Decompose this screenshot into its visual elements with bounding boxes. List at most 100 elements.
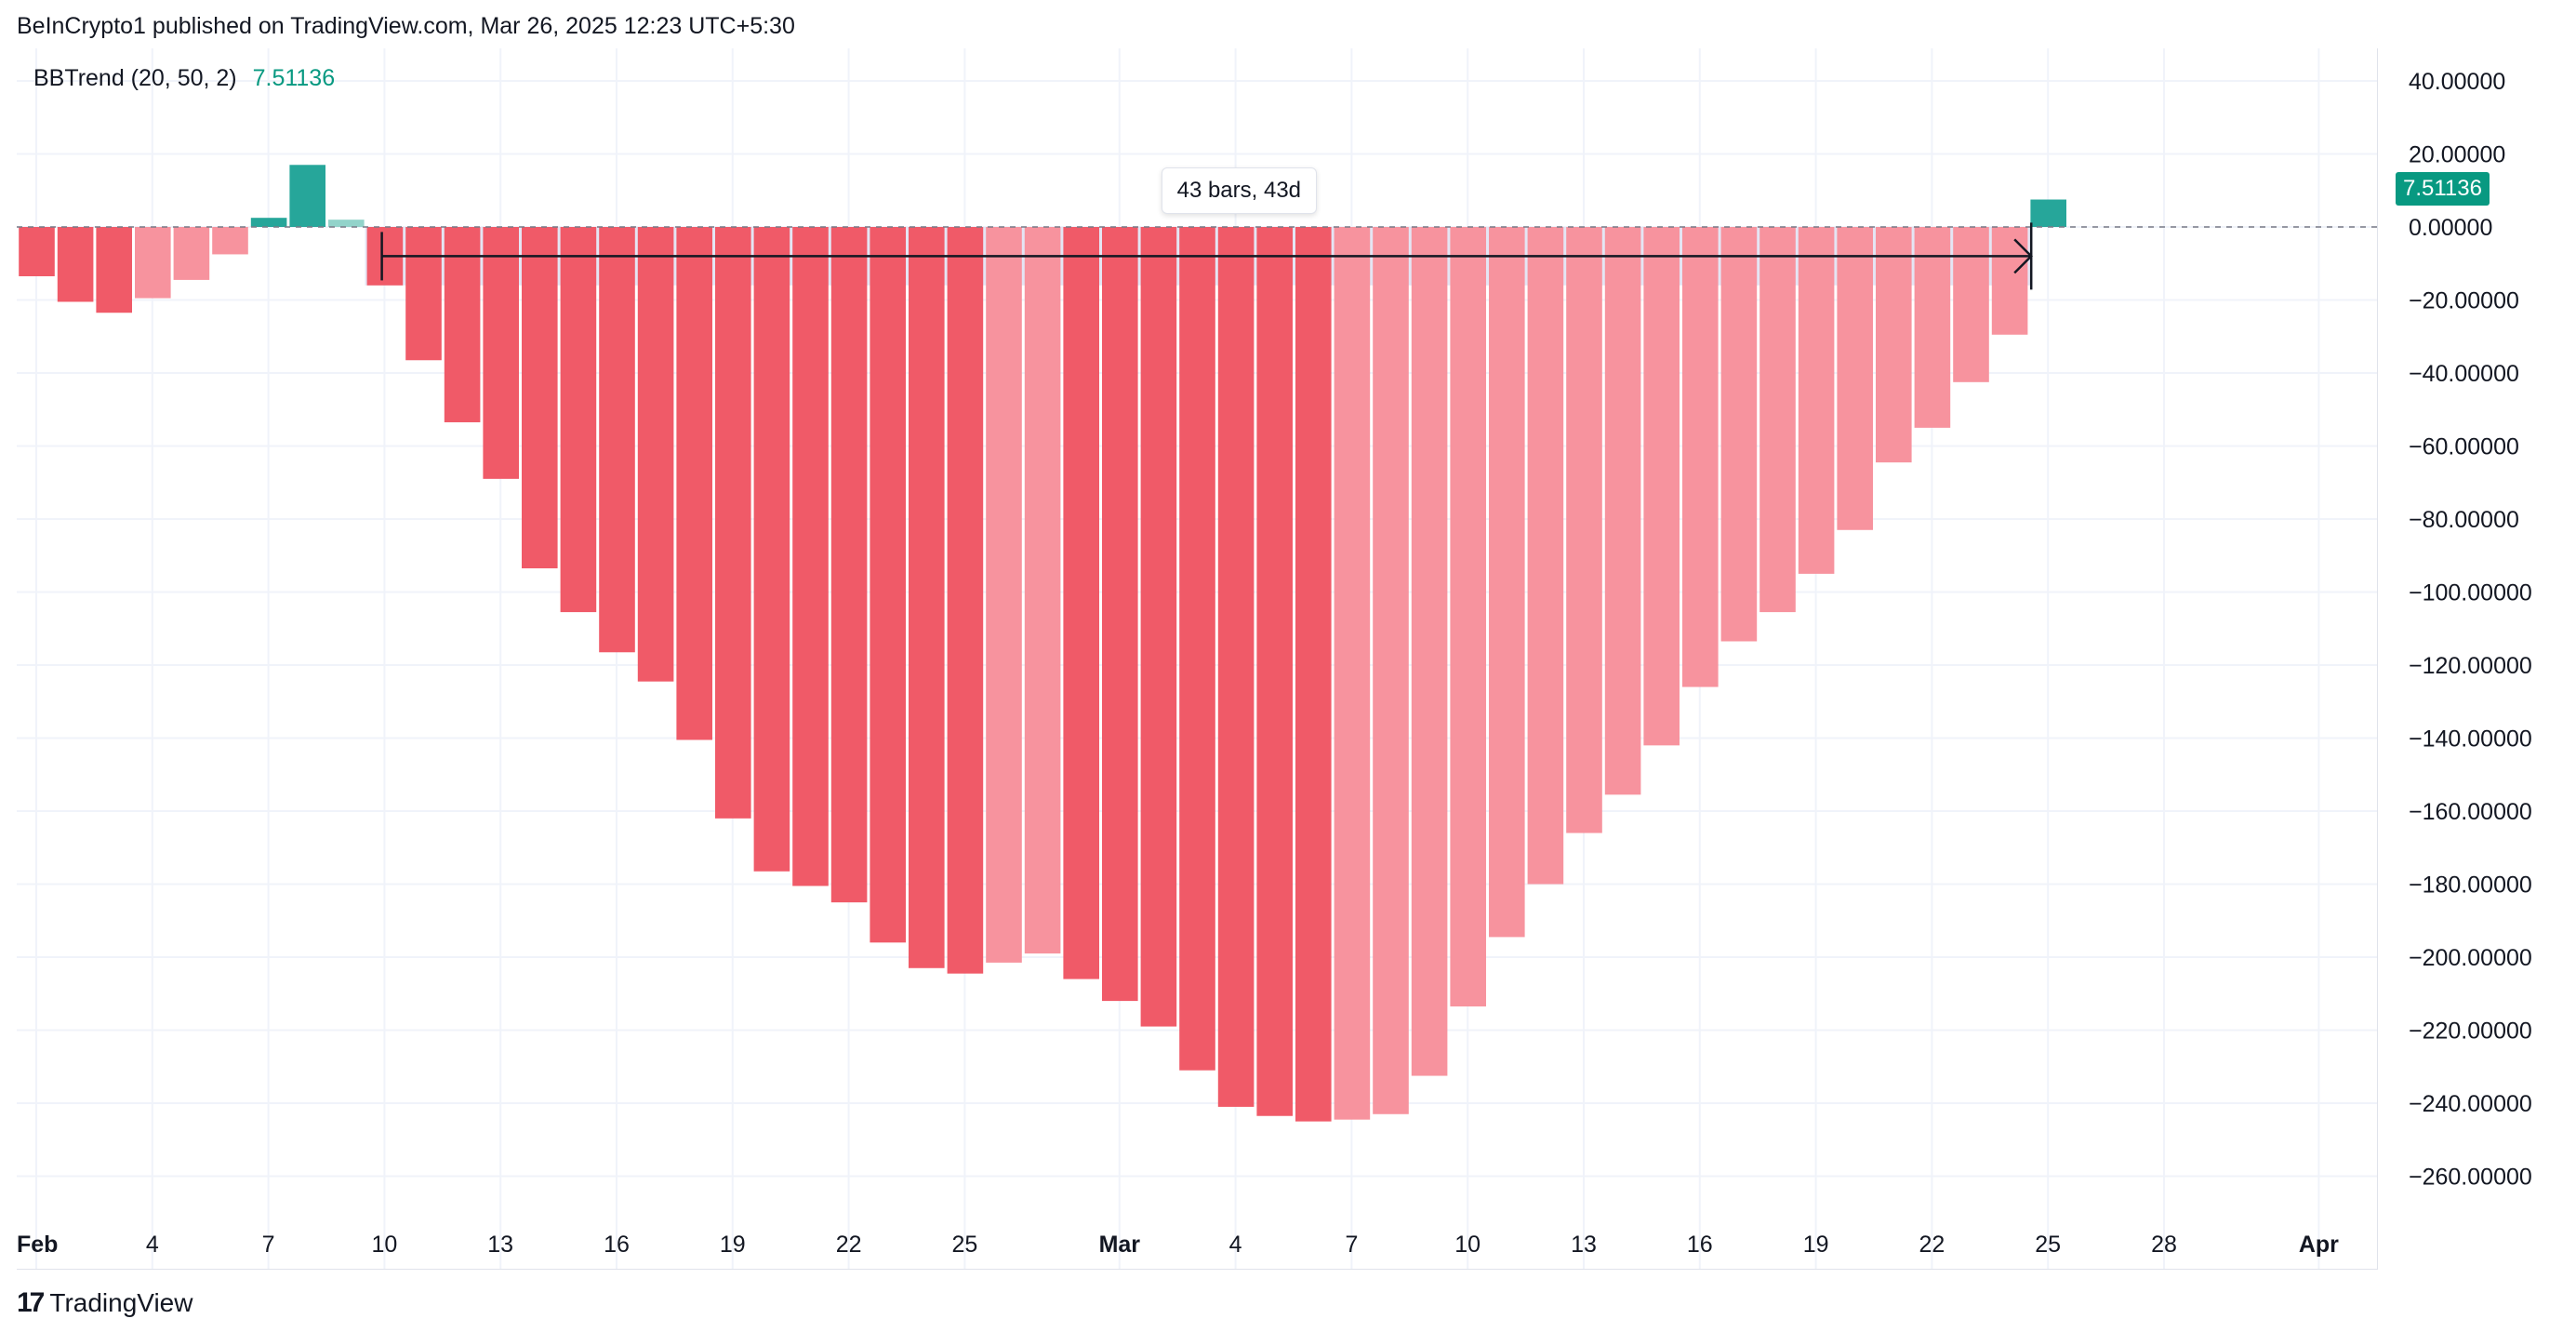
measure-tooltip: 43 bars, 43d: [1161, 167, 1318, 214]
histogram-bar[interactable]: [1256, 227, 1293, 1116]
x-tick-label: 4: [1229, 1232, 1242, 1258]
histogram-bar[interactable]: [96, 227, 132, 313]
histogram-bar[interactable]: [1682, 227, 1719, 687]
x-tick-label: 7: [1345, 1232, 1358, 1258]
histogram-bar[interactable]: [1566, 227, 1602, 833]
histogram-bar[interactable]: [1489, 227, 1525, 938]
histogram-bar[interactable]: [676, 227, 712, 740]
histogram-bar[interactable]: [1953, 227, 1989, 382]
histogram-bar[interactable]: [1102, 227, 1138, 1002]
histogram-bar[interactable]: [2030, 199, 2066, 227]
histogram-bar[interactable]: [1604, 227, 1641, 795]
y-tick-label: −20.00000: [2409, 288, 2519, 314]
histogram-bar[interactable]: [444, 227, 481, 422]
histogram-bar[interactable]: [1140, 227, 1177, 1027]
histogram-bar[interactable]: [792, 227, 829, 886]
histogram-bar[interactable]: [1334, 227, 1371, 1120]
publish-header: BeInCrypto1 published on TradingView.com…: [17, 13, 795, 39]
x-tick-label: 22: [836, 1232, 862, 1258]
y-tick-label: −80.00000: [2409, 507, 2519, 533]
y-tick-label: −100.00000: [2409, 580, 2532, 606]
histogram-bar[interactable]: [1991, 227, 2028, 335]
indicator-name: BBTrend (20, 50, 2): [33, 65, 237, 91]
x-tick-label: 25: [951, 1232, 977, 1258]
tradingview-logo-icon: 17: [17, 1287, 45, 1318]
histogram-bar[interactable]: [637, 227, 674, 682]
y-tick-label: −120.00000: [2409, 653, 2532, 679]
histogram-bar[interactable]: [986, 227, 1022, 963]
histogram-bar[interactable]: [1527, 227, 1564, 885]
histogram-bar[interactable]: [1643, 227, 1680, 746]
y-tick-label: 0.00000: [2409, 215, 2492, 241]
y-tick-label: −160.00000: [2409, 799, 2532, 825]
x-tick-label: 13: [1571, 1232, 1597, 1258]
x-tick-label: Apr: [2299, 1232, 2339, 1258]
histogram-bar[interactable]: [483, 227, 519, 479]
histogram-bar[interactable]: [1411, 227, 1448, 1076]
histogram-bar[interactable]: [1450, 227, 1486, 1006]
histogram-bar[interactable]: [1798, 227, 1835, 574]
histogram-bar[interactable]: [1720, 227, 1758, 642]
brand-name: TradingView: [49, 1288, 193, 1317]
histogram-bar[interactable]: [1063, 227, 1099, 979]
histogram-bar[interactable]: [57, 227, 94, 302]
x-tick-label: 16: [604, 1232, 630, 1258]
x-tick-label: 13: [487, 1232, 513, 1258]
histogram-bar[interactable]: [250, 218, 287, 227]
histogram-bar[interactable]: [289, 165, 325, 227]
x-tick-label: Mar: [1099, 1232, 1141, 1258]
histogram-bar[interactable]: [560, 227, 597, 613]
histogram-bar[interactable]: [212, 227, 248, 255]
histogram-bar[interactable]: [1876, 227, 1912, 463]
histogram-bar[interactable]: [135, 227, 171, 299]
last-value-label: 7.51136: [2396, 171, 2490, 206]
indicator-legend[interactable]: BBTrend (20, 50, 2) 7.51136: [33, 65, 335, 92]
histogram-bar[interactable]: [715, 227, 751, 819]
x-tick-label: Feb: [17, 1232, 58, 1258]
tradingview-logo[interactable]: 17 TradingView: [17, 1287, 193, 1319]
x-tick-label: 22: [1919, 1232, 1945, 1258]
y-tick-label: −200.00000: [2409, 945, 2532, 971]
y-tick-label: −240.00000: [2409, 1091, 2532, 1117]
y-tick-label: −180.00000: [2409, 872, 2532, 899]
histogram-bar[interactable]: [909, 227, 945, 968]
histogram-bar[interactable]: [1914, 227, 1951, 428]
histogram-bar[interactable]: [1759, 227, 1796, 613]
x-tick-label: 28: [2151, 1232, 2177, 1258]
x-tick-label: 19: [1803, 1232, 1829, 1258]
y-tick-label: −260.00000: [2409, 1165, 2532, 1191]
y-tick-label: −60.00000: [2409, 434, 2519, 460]
y-tick-label: 20.00000: [2409, 142, 2505, 168]
x-tick-label: 7: [262, 1232, 275, 1258]
x-tick-label: 10: [1454, 1232, 1481, 1258]
x-tick-label: 10: [371, 1232, 397, 1258]
histogram-bar[interactable]: [19, 227, 55, 276]
indicator-value: 7.51136: [252, 65, 336, 91]
histogram-bar[interactable]: [870, 227, 906, 943]
histogram-bar[interactable]: [753, 227, 790, 872]
histogram-bar[interactable]: [1373, 227, 1409, 1114]
histogram-bar[interactable]: [830, 227, 868, 903]
measure-arrow-head: [2013, 238, 2033, 274]
x-tick-label: 4: [146, 1232, 159, 1258]
y-tick-label: −140.00000: [2409, 726, 2532, 753]
y-tick-label: −220.00000: [2409, 1019, 2532, 1045]
y-tick-label: 40.00000: [2409, 69, 2505, 95]
x-tick-label: 16: [1687, 1232, 1713, 1258]
x-tick-label: 19: [720, 1232, 746, 1258]
x-tick-label: 25: [2035, 1232, 2061, 1258]
histogram-bar[interactable]: [599, 227, 635, 653]
histogram-bar[interactable]: [1217, 227, 1255, 1107]
y-tick-label: −40.00000: [2409, 361, 2519, 387]
histogram-bar[interactable]: [1024, 227, 1061, 954]
histogram-bar[interactable]: [1179, 227, 1215, 1071]
histogram-bar[interactable]: [1295, 227, 1332, 1122]
histogram-bar[interactable]: [1837, 227, 1873, 530]
histogram-bar[interactable]: [947, 227, 984, 974]
chart-pane[interactable]: [17, 48, 2378, 1270]
histogram-bar[interactable]: [173, 227, 210, 280]
histogram-bar[interactable]: [328, 220, 365, 227]
histogram-bar[interactable]: [405, 227, 442, 361]
histogram-bar[interactable]: [522, 227, 558, 568]
